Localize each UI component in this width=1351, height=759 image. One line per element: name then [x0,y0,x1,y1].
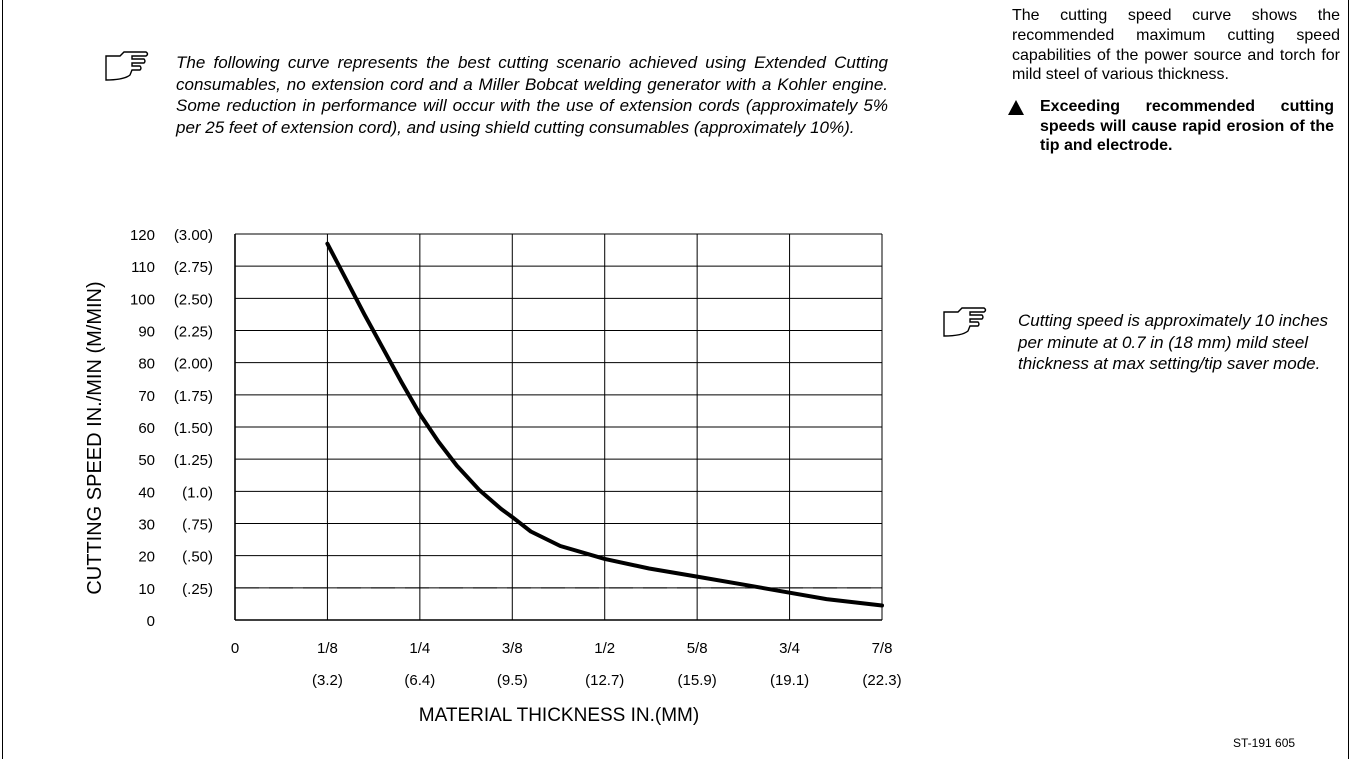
y-axis-label: CUTTING SPEED IN./MIN (M/MIN) [84,281,106,594]
y-tick-sublabel: (1.25) [174,452,213,469]
intro-text: The cutting speed curve shows the recomm… [1012,7,1340,84]
x-axis-label: MATERIAL THICKNESS IN.(MM) [419,705,699,726]
y-tick-label: 70 [138,388,155,405]
figure-code: ST-191 605 [1233,736,1296,750]
warning-text: Exceeding recommended cutting speeds wil… [1040,98,1334,154]
y-tick-sublabel: (2.00) [174,356,213,373]
x-tick-label: 0 [231,640,239,657]
y-tick-label: 20 [138,549,155,566]
y-tick-sublabel: (1.50) [174,420,213,437]
y-tick-sublabel: (2.75) [174,259,213,276]
cutting-curve-note: The following curve represents the best … [176,53,888,137]
y-tick-label: 60 [138,420,155,437]
x-tick-label: 5/8 [687,640,708,657]
y-tick-label: 100 [130,291,155,308]
x-tick-sublabel: (6.4) [404,672,435,689]
x-tick-label: 7/8 [872,640,893,657]
y-tick-label: 10 [138,581,155,598]
chart-series [325,241,884,608]
y-tick-sublabel: (2.50) [174,291,213,308]
y-tick-labels: 0 10 (.25) 20 (.50) 30 (.75) 40 (1.0) 50 (1.25) 60 (… [130,227,213,630]
speed-note: Cutting speed is approximately 10 inches… [1018,311,1328,373]
y-tick-label: 0 [147,613,155,630]
y-tick-label: 80 [138,356,155,373]
y-tick-sublabel: (3.00) [174,227,213,244]
y-tick-sublabel: (1.0) [182,484,213,501]
x-tick-label: 3/4 [779,640,800,657]
y-tick-label: 50 [138,452,155,469]
y-tick-sublabel: (.25) [182,581,213,598]
x-tick-sublabel: (15.9) [678,672,717,689]
y-tick-sublabel: (1.75) [174,388,213,405]
y-tick-label: 120 [130,227,155,244]
x-tick-label: 3/8 [502,640,523,657]
x-tick-sublabel: (12.7) [585,672,624,689]
y-tick-label: 110 [131,259,155,276]
x-tick-label: 1/8 [317,640,338,657]
x-tick-label: 1/4 [409,640,430,657]
y-tick-label: 40 [138,484,155,501]
chart-grid [234,233,883,621]
series-line [325,241,884,608]
y-tick-label: 90 [138,324,155,341]
pointing-hand-icon [105,51,149,81]
y-tick-sublabel: (.75) [182,517,213,534]
y-tick-sublabel: (2.25) [174,324,213,341]
x-tick-label: 1/2 [594,640,615,657]
y-tick-label: 30 [138,517,155,534]
x-tick-sublabel: (3.2) [312,672,343,689]
x-tick-sublabel: (19.1) [770,672,809,689]
x-tick-sublabel: (9.5) [497,672,528,689]
warning-triangle-icon [1008,100,1024,115]
x-tick-sublabel: (22.3) [862,672,901,689]
x-tick-labels: 0 1/8 (3.2) 1/4 (6.4) 3/8 (9.5) 1/2 (12.7) 5/8 (15… [231,640,902,689]
pointing-hand-icon [943,307,987,337]
y-tick-sublabel: (.50) [182,549,213,566]
